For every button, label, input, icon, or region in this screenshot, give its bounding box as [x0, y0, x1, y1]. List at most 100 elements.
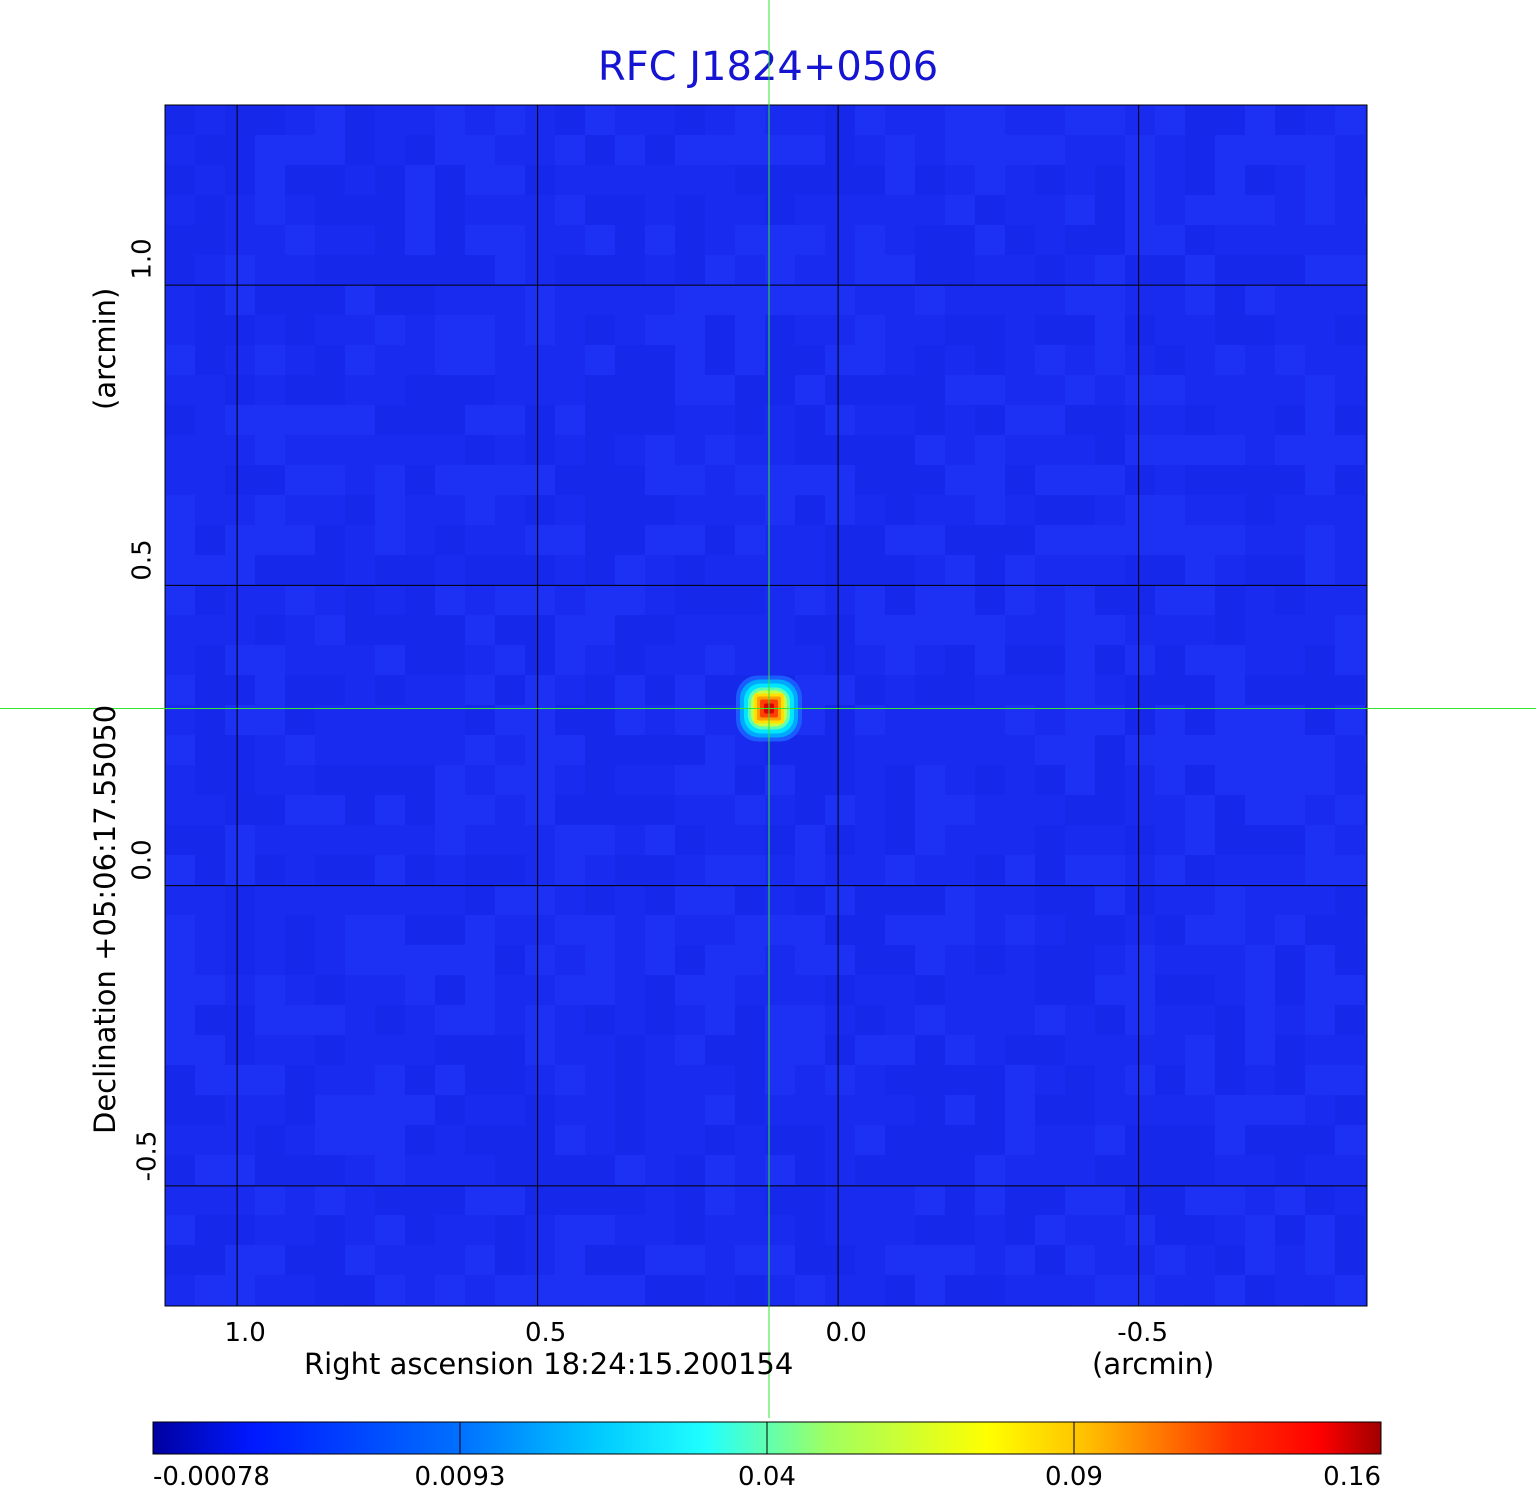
noise-cell	[555, 345, 585, 375]
noise-cell	[1365, 1185, 1367, 1215]
noise-cell	[465, 1215, 495, 1245]
noise-cell	[195, 825, 225, 855]
noise-cell	[1185, 105, 1215, 135]
noise-cell	[1185, 945, 1215, 975]
noise-cell	[165, 645, 195, 675]
noise-cell	[375, 555, 405, 585]
noise-cell	[555, 1095, 585, 1125]
noise-cell	[855, 375, 885, 405]
noise-cell	[615, 495, 645, 525]
noise-cell	[285, 735, 315, 765]
noise-cell	[765, 1215, 795, 1245]
noise-cell	[1245, 135, 1275, 165]
noise-cell	[1005, 105, 1035, 135]
noise-cell	[375, 705, 405, 735]
noise-cell	[495, 1005, 525, 1035]
noise-cell	[285, 135, 315, 165]
noise-cell	[1305, 525, 1335, 555]
noise-cell	[375, 345, 405, 375]
noise-cell	[1245, 1215, 1275, 1245]
noise-cell	[225, 465, 255, 495]
noise-cell	[795, 1245, 825, 1275]
noise-cell	[1065, 405, 1095, 435]
noise-cell	[975, 645, 1005, 675]
noise-cell	[315, 1065, 345, 1095]
noise-cell	[495, 285, 525, 315]
noise-cell	[315, 315, 345, 345]
noise-cell	[1245, 855, 1275, 885]
noise-cell	[585, 405, 615, 435]
noise-cell	[1335, 1245, 1365, 1275]
noise-cell	[705, 765, 735, 795]
noise-cell	[525, 225, 555, 255]
noise-cell	[1095, 1245, 1125, 1275]
noise-cell	[1185, 1155, 1215, 1185]
noise-cell	[1095, 255, 1125, 285]
noise-cell	[195, 735, 225, 765]
noise-cell	[1335, 135, 1365, 165]
noise-cell	[225, 1275, 255, 1305]
noise-cell	[885, 1155, 915, 1185]
noise-cell	[1005, 135, 1035, 165]
noise-cell	[885, 135, 915, 165]
noise-cell	[1215, 975, 1245, 1005]
noise-cell	[465, 495, 495, 525]
noise-cell	[1035, 435, 1065, 465]
noise-cell	[375, 1005, 405, 1035]
noise-cell	[615, 1095, 645, 1125]
noise-cell	[255, 1245, 285, 1275]
noise-cell	[375, 645, 405, 675]
noise-cell	[885, 1035, 915, 1065]
noise-cell	[1305, 975, 1335, 1005]
noise-cell	[1185, 1065, 1215, 1095]
noise-cell	[1185, 285, 1215, 315]
noise-cell	[555, 435, 585, 465]
noise-cell	[495, 675, 525, 705]
noise-cell	[975, 195, 1005, 225]
noise-cell	[1125, 285, 1155, 315]
noise-cell	[1305, 855, 1335, 885]
noise-cell	[225, 525, 255, 555]
noise-cell	[435, 165, 465, 195]
noise-cell	[675, 105, 705, 135]
noise-cell	[915, 165, 945, 195]
noise-cell	[195, 1245, 225, 1275]
noise-cell	[975, 405, 1005, 435]
noise-cell	[975, 225, 1005, 255]
noise-cell	[885, 1065, 915, 1095]
noise-cell	[525, 525, 555, 555]
noise-cell	[285, 945, 315, 975]
noise-cell	[1365, 1005, 1367, 1035]
noise-cell	[1215, 1035, 1245, 1065]
noise-cell	[375, 225, 405, 255]
noise-cell	[855, 195, 885, 225]
noise-cell	[225, 345, 255, 375]
noise-cell	[795, 1125, 825, 1155]
noise-cell	[1275, 765, 1305, 795]
noise-cell	[855, 945, 885, 975]
noise-cell	[1335, 465, 1365, 495]
noise-cell	[165, 915, 195, 945]
noise-cell	[405, 1125, 435, 1155]
noise-cell	[1005, 195, 1035, 225]
noise-cell	[1035, 105, 1065, 135]
noise-cell	[465, 555, 495, 585]
noise-cell	[1275, 195, 1305, 225]
noise-cell	[435, 645, 465, 675]
noise-cell	[615, 975, 645, 1005]
noise-cell	[165, 225, 195, 255]
noise-cell	[1185, 555, 1215, 585]
noise-cell	[1365, 255, 1367, 285]
noise-cell	[945, 1275, 975, 1305]
noise-cell	[555, 825, 585, 855]
noise-cell	[525, 1245, 555, 1275]
noise-cell	[825, 105, 855, 135]
noise-cell	[165, 405, 195, 435]
noise-cell	[705, 1155, 735, 1185]
noise-cell	[345, 1155, 375, 1185]
noise-cell	[1215, 855, 1245, 885]
noise-cell	[1065, 915, 1095, 945]
noise-cell	[1305, 585, 1335, 615]
noise-cell	[1185, 495, 1215, 525]
noise-cell	[1365, 1065, 1367, 1095]
